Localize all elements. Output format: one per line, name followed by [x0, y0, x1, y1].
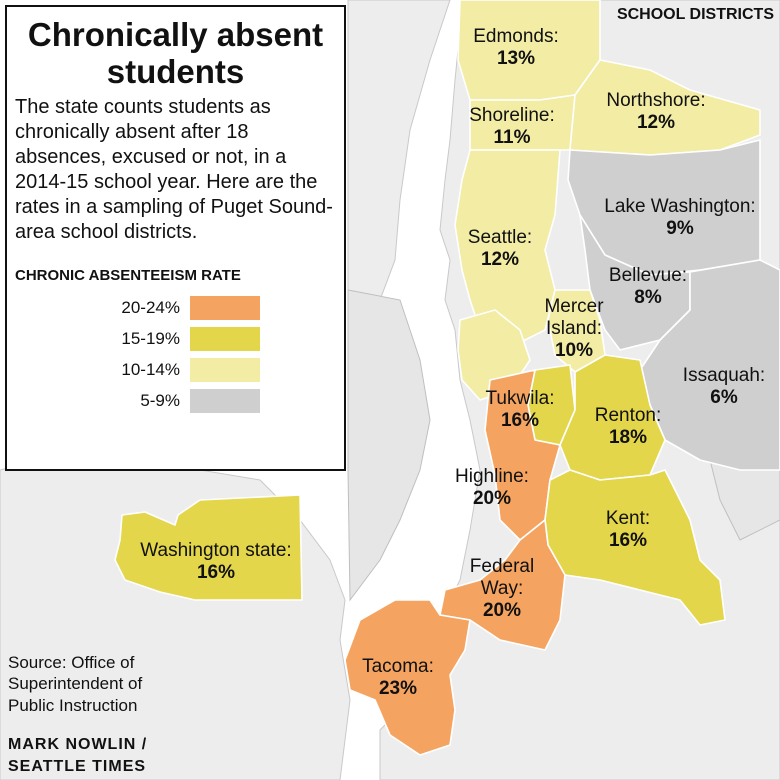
state-rate: 16% — [196, 561, 236, 583]
label-tacoma: Tacoma: 23% — [362, 656, 434, 700]
legend-item: 10-14% — [15, 356, 336, 384]
district-rate: 11% — [493, 126, 531, 148]
label-tukwila: Tukwila: 16% — [486, 388, 555, 432]
legend-item: 20-24% — [15, 294, 336, 322]
label-highline: Highline: 20% — [455, 466, 529, 510]
label-seattle: Seattle: 12% — [468, 227, 532, 271]
district-rate: 12% — [636, 111, 676, 133]
district-washington-state — [114, 494, 303, 601]
info-box: Chronically absent students The state co… — [5, 5, 346, 471]
district-rate: 10% — [554, 339, 594, 361]
district-rate: 23% — [378, 677, 418, 699]
legend-label: 10-14% — [121, 359, 180, 379]
district-name: Bellevue: — [608, 265, 688, 286]
legend-label: 5-9% — [140, 390, 180, 410]
district-rate: 9% — [666, 217, 694, 239]
label-washington-state: Washington state: 16% — [140, 540, 291, 584]
district-rate: 18% — [608, 426, 648, 448]
legend-swatch — [190, 388, 260, 413]
district-name: Shoreline: — [469, 105, 555, 126]
district-name: Tukwila: — [485, 388, 555, 409]
district-rate: 8% — [634, 286, 662, 308]
label-renton: Renton: 18% — [595, 405, 662, 449]
district-rate: 20% — [472, 487, 512, 509]
label-northshore: Northshore: 12% — [606, 90, 705, 134]
district-name: Renton: — [594, 405, 662, 426]
district-name: Highline: — [455, 466, 529, 487]
district-issaquah — [639, 259, 780, 471]
credit-line: MARK NOWLIN / SEATTLE TIMES — [8, 736, 148, 775]
label-federal-way: Federal Way: 20% — [447, 556, 557, 622]
district-rate: 13% — [496, 47, 536, 69]
district-tacoma — [344, 599, 471, 756]
label-mercer-island: Mercer Island: 10% — [534, 296, 614, 362]
legend-item: 5-9% — [15, 387, 336, 415]
district-name: Seattle: — [467, 227, 533, 248]
legend-label: 20-24% — [121, 297, 180, 317]
district-rate: 16% — [500, 409, 540, 431]
district-name: Mercer Island: — [544, 296, 604, 339]
district-rate: 20% — [482, 599, 522, 621]
source-note: Source: Office of Superintendent of Publ… — [8, 653, 143, 715]
label-shoreline: Shoreline: 11% — [469, 105, 555, 149]
county-kitsap — [347, 289, 431, 602]
map-description: The state counts students as chronically… — [15, 95, 333, 243]
state-name: Washington state: — [140, 540, 292, 561]
label-kent: Kent: 16% — [606, 508, 650, 552]
legend-swatch — [190, 326, 260, 351]
map-label: SCHOOL DISTRICTS — [616, 6, 774, 23]
district-name: Federal Way: — [469, 556, 535, 599]
label-edmonds: Edmonds: 13% — [473, 26, 559, 70]
legend-item: 15-19% — [15, 325, 336, 353]
district-rate: 16% — [608, 529, 648, 551]
district-rate: 6% — [710, 386, 738, 408]
legend-swatch — [190, 357, 260, 382]
district-name: Northshore: — [606, 90, 706, 111]
district-rate: 12% — [480, 248, 520, 270]
label-issaquah: Issaquah: 6% — [683, 365, 765, 409]
legend-label: 15-19% — [121, 328, 180, 348]
district-name: Kent: — [605, 508, 651, 529]
district-federal-way — [439, 519, 566, 651]
legend-swatch — [190, 295, 260, 320]
label-lake-washington: Lake Washington: 9% — [604, 196, 755, 240]
district-name: Lake Washington: — [604, 196, 756, 217]
district-name: Edmonds: — [473, 26, 559, 47]
legend: 20-24% 15-19% 10-14% 5-9% — [15, 294, 336, 415]
map-title: Chronically absent students — [27, 16, 324, 90]
legend-title: CHRONIC ABSENTEEISM RATE — [15, 266, 241, 284]
district-name: Issaquah: — [682, 365, 766, 386]
label-bellevue: Bellevue: 8% — [609, 265, 687, 309]
district-name: Tacoma: — [362, 656, 434, 677]
